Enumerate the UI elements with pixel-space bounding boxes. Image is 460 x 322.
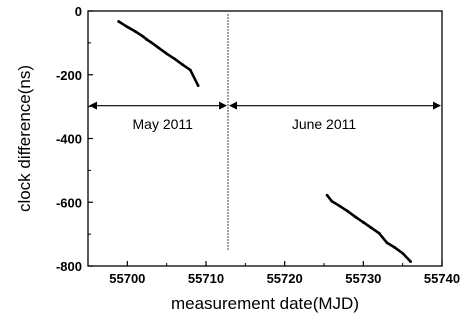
data-point <box>369 226 373 230</box>
data-point <box>196 84 200 87</box>
data-point <box>338 204 342 208</box>
data-point <box>141 35 145 38</box>
data-point <box>409 260 412 263</box>
data-point <box>133 30 137 33</box>
plot-area: May 2011 June 2011 <box>87 10 443 267</box>
y-tick-label: -800 <box>56 259 82 274</box>
data-point <box>346 209 349 213</box>
y-tick-label: -400 <box>56 132 82 147</box>
data-point <box>385 241 389 245</box>
y-axis: 0 -200 -400 -600 -800 <box>56 4 93 274</box>
range-arrow <box>229 101 441 110</box>
month-label: May 2011 <box>133 116 194 132</box>
y-axis-title: clock difference(ns) <box>15 65 34 212</box>
series-line-2 <box>325 193 412 263</box>
data-point <box>393 246 397 249</box>
x-tick-label: 55740 <box>424 271 460 286</box>
data-point <box>125 25 129 29</box>
data-point <box>354 215 357 219</box>
y-tick-label: -600 <box>56 195 82 210</box>
x-axis-title: measurement date(MJD) <box>171 294 359 313</box>
x-tick-label: 55730 <box>345 271 381 286</box>
y-tick-label: -200 <box>56 68 82 83</box>
x-tick-label: 55700 <box>109 271 145 286</box>
plot-frame <box>87 10 443 267</box>
data-point <box>401 251 405 255</box>
x-tick-label: 55710 <box>188 271 224 286</box>
data-point <box>330 199 334 203</box>
data-point <box>188 68 192 72</box>
data-point <box>173 57 176 61</box>
range-arrow <box>89 101 228 110</box>
data-point <box>181 63 184 66</box>
data-point <box>165 52 169 56</box>
data-point <box>325 193 329 197</box>
data-point <box>377 231 381 235</box>
data-point <box>145 38 149 42</box>
data-point <box>149 40 153 44</box>
x-tick-label: 55720 <box>267 271 303 286</box>
y-tick-label: 0 <box>75 4 82 19</box>
series-line-1 <box>117 20 200 87</box>
data-point <box>361 220 365 224</box>
data-point <box>117 20 121 23</box>
data-point <box>157 46 161 50</box>
month-label: June 2011 <box>292 116 357 132</box>
x-axis: 55700 55710 55720 55730 55740 <box>87 261 460 286</box>
